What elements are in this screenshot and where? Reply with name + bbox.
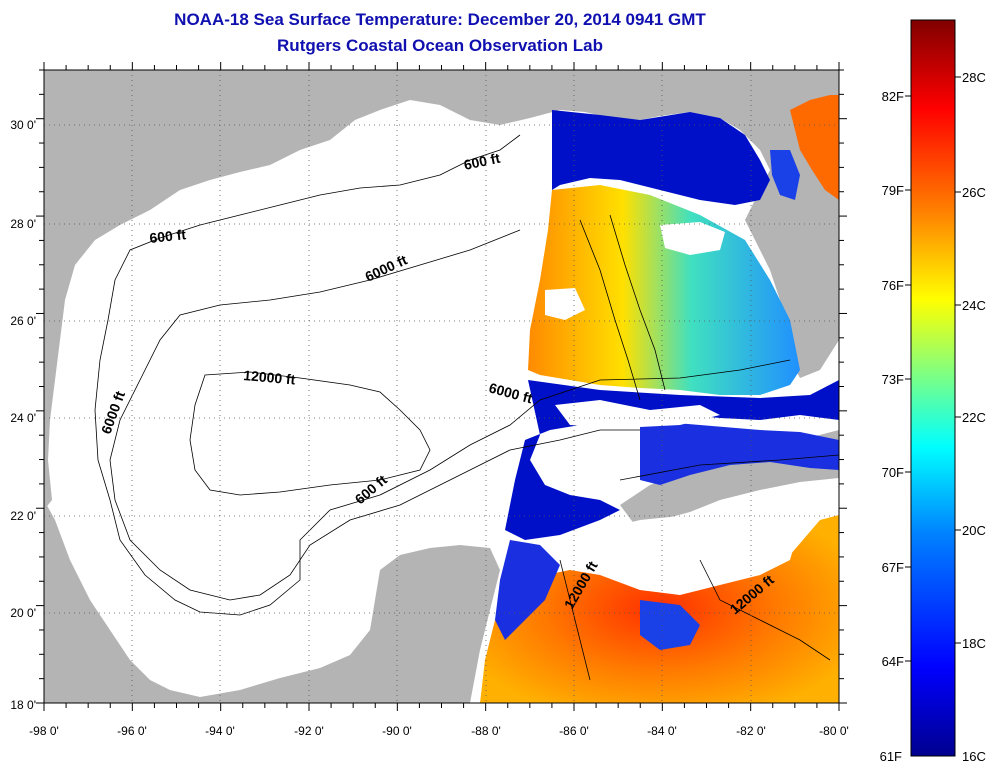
sst-cloud-hole-2 xyxy=(545,288,585,320)
sst-florida-current-blue xyxy=(770,150,800,200)
cb-f-label: 61F xyxy=(880,749,902,764)
cb-c-label: 22C xyxy=(962,410,986,425)
lat-label: 30 0' xyxy=(10,118,36,132)
sst-clear-gap-cuba xyxy=(600,505,800,585)
lon-label: -98 0' xyxy=(29,724,59,738)
cb-f-label: 79F xyxy=(882,183,904,198)
sst-cloud-yucatan xyxy=(495,540,560,640)
sst-cloud-blue-north xyxy=(552,110,770,205)
lon-label: -92 0' xyxy=(294,724,324,738)
lat-label: 24 0' xyxy=(10,411,36,425)
cb-f-label: 67F xyxy=(882,560,904,575)
sst-blue-patch-sw xyxy=(640,600,700,650)
lon-tick-labels: -98 0' -96 0' -94 0' -92 0' -90 0' -88 0… xyxy=(29,724,849,738)
lon-label: -84 0' xyxy=(647,724,677,738)
cb-c-label: 24C xyxy=(962,298,986,313)
sst-florida-current xyxy=(790,95,839,200)
cb-c-label: 20C xyxy=(962,523,986,538)
lon-label: -90 0' xyxy=(382,724,412,738)
us-land xyxy=(44,70,839,510)
lon-label: -80 0' xyxy=(819,724,849,738)
colorbar xyxy=(910,19,956,757)
cb-f-label: 70F xyxy=(882,465,904,480)
lat-label: 22 0' xyxy=(10,509,36,523)
lon-label: -88 0' xyxy=(471,724,501,738)
sst-swath-east-gulf xyxy=(528,185,800,395)
cb-f-label: 73F xyxy=(882,372,904,387)
cb-c-label: 28C xyxy=(962,70,986,85)
cb-f-label: 64F xyxy=(882,654,904,669)
lon-label: -82 0' xyxy=(736,724,766,738)
lat-label: 28 0' xyxy=(10,217,36,231)
sst-blue-cuba-north xyxy=(640,420,839,485)
map-title: NOAA-18 Sea Surface Temperature: Decembe… xyxy=(174,10,706,29)
sst-cloud-hole-1 xyxy=(660,222,725,255)
axis-ticks xyxy=(36,62,847,711)
map-subtitle: Rutgers Coastal Ocean Observation Lab xyxy=(277,36,603,55)
sst-cloud-hole-3 xyxy=(555,400,720,428)
colorbar-ticks xyxy=(905,76,961,662)
bathymetry-contours xyxy=(94,134,839,681)
lon-label: -86 0' xyxy=(559,724,589,738)
lat-label: 18 0' xyxy=(10,698,36,712)
lon-label: -96 0' xyxy=(117,724,147,738)
lat-label: 26 0' xyxy=(10,314,36,328)
contour-label-600-west: 600 ft xyxy=(149,226,187,246)
lon-label: -94 0' xyxy=(205,724,235,738)
graticule xyxy=(44,70,839,703)
colorbar-fahrenheit-labels: 82F 79F 76F 73F 70F 67F 64F 61F xyxy=(880,89,904,764)
cb-c-label: 18C xyxy=(962,636,986,651)
lat-label: 20 0' xyxy=(10,606,36,620)
lat-tick-labels: 30 0' 28 0' 26 0' 24 0' 22 0' 20 0' 18 0… xyxy=(10,118,36,712)
contour-label-600-north: 600 ft xyxy=(462,150,501,173)
mexico-land xyxy=(44,500,500,703)
cb-c-label: 16C xyxy=(962,749,986,764)
colorbar-celsius-labels: 28C 26C 24C 22C 20C 18C 16C xyxy=(962,70,986,764)
cb-f-label: 76F xyxy=(882,278,904,293)
contour-label-12000-west: 12000 ft xyxy=(243,367,297,388)
cb-c-label: 26C xyxy=(962,185,986,200)
cb-f-label: 82F xyxy=(882,89,904,104)
